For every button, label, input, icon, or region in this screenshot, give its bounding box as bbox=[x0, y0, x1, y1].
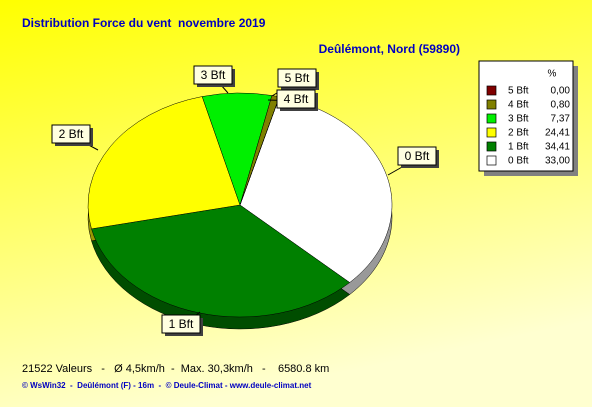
slice-label: 2 Bft bbox=[59, 127, 84, 141]
footer: 21522 Valeurs - Ø 4,5km/h - Max. 30,3km/… bbox=[22, 363, 329, 375]
legend-swatch bbox=[486, 113, 497, 124]
legend: 5 Bft 0,00 4 Bft 0,80 3 Bft 7,37 2 Bft 24,41 1 B… bbox=[486, 85, 571, 167]
legend-label: 3 Bft bbox=[508, 114, 529, 125]
legend-label: 4 Bft bbox=[508, 100, 529, 111]
pie bbox=[87, 92, 393, 330]
label-box bbox=[276, 89, 316, 109]
slice-labels: 5 Bft 4 Bft 3 Bft 2 Bft 1 Bft 0 Bft bbox=[51, 65, 439, 336]
label-box bbox=[277, 68, 317, 88]
chart-title: Distribution Force du vent novembre 2019 bbox=[22, 16, 266, 30]
slice-label: 5 Bft bbox=[285, 71, 310, 85]
slice-label: 0 Bft bbox=[405, 149, 430, 163]
legend-label: 0 Bft bbox=[508, 156, 529, 167]
label-box bbox=[397, 146, 437, 166]
legend-value: 33,00 bbox=[545, 156, 570, 167]
legend-label: 5 Bft bbox=[508, 86, 529, 97]
credits: © WsWin32 - Deûlémont (F) - 16m - © Deul… bbox=[22, 381, 312, 390]
legend-swatch bbox=[486, 141, 497, 152]
slice bbox=[87, 96, 241, 230]
legend-swatch bbox=[486, 85, 497, 96]
legend-title: % bbox=[548, 69, 557, 80]
legend-label: 1 Bft bbox=[508, 142, 529, 153]
chart-subtitle: Deûlémont, Nord (59890) bbox=[319, 42, 460, 56]
label-box bbox=[193, 65, 233, 85]
slice-label: 1 Bft bbox=[169, 317, 194, 331]
legend-value: 7,37 bbox=[551, 114, 571, 125]
label-box bbox=[161, 314, 201, 334]
label-box bbox=[51, 124, 91, 144]
legend-swatch bbox=[486, 155, 497, 166]
slice-label: 4 Bft bbox=[284, 92, 309, 106]
legend-value: 24,41 bbox=[545, 128, 570, 139]
legend-swatch bbox=[486, 99, 497, 110]
legend-swatch bbox=[486, 127, 497, 138]
slice-label: 3 Bft bbox=[201, 68, 226, 82]
legend-value: 0,00 bbox=[551, 86, 571, 97]
legend-value: 34,41 bbox=[545, 142, 570, 153]
legend-label: 2 Bft bbox=[508, 128, 529, 139]
legend-value: 0,80 bbox=[551, 100, 571, 111]
